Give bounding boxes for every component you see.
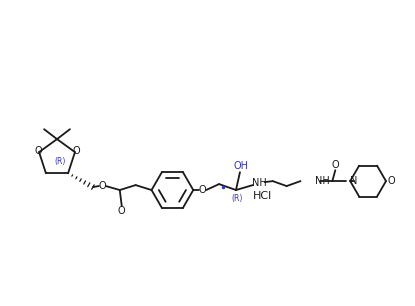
Text: (R): (R) (54, 157, 66, 166)
Text: NH: NH (252, 178, 267, 188)
Text: O: O (34, 146, 42, 156)
Text: O: O (118, 206, 126, 216)
Text: O: O (72, 146, 80, 156)
Text: N: N (350, 176, 358, 186)
Text: O: O (388, 176, 395, 186)
Text: OH: OH (234, 161, 249, 171)
Text: HCl: HCl (253, 191, 272, 201)
Text: O: O (332, 160, 339, 170)
Text: (R): (R) (231, 194, 243, 203)
Text: O: O (98, 181, 106, 191)
Text: NH: NH (315, 176, 330, 186)
Text: O: O (198, 185, 206, 195)
